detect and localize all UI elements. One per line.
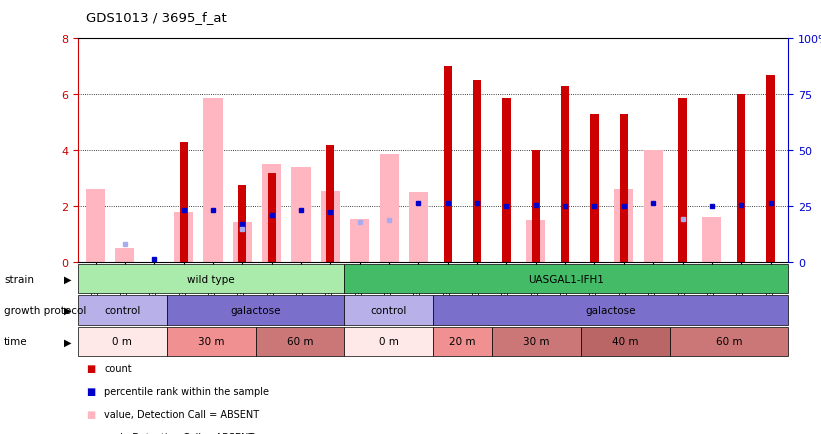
Bar [379,155,399,263]
Text: ■: ■ [86,363,95,373]
Text: ■: ■ [86,386,95,396]
Bar [678,99,686,263]
Text: 0 m: 0 m [112,337,132,346]
Bar [443,67,452,263]
Text: ■: ■ [86,409,95,419]
Bar [526,220,545,263]
Text: 30 m: 30 m [198,337,224,346]
Bar [737,95,745,263]
Text: galactose: galactose [585,306,636,315]
Bar [233,222,252,263]
Text: ▶: ▶ [64,274,71,284]
Text: wild type: wild type [187,274,235,284]
Bar [238,186,246,263]
Text: growth protocol: growth protocol [4,306,86,315]
Text: UASGAL1-IFH1: UASGAL1-IFH1 [528,274,604,284]
Bar [561,86,569,263]
Bar [174,212,193,263]
Text: galactose: galactose [230,306,281,315]
Bar [326,145,334,263]
Text: 60 m: 60 m [287,337,313,346]
Bar [116,249,135,263]
Bar [502,99,511,263]
Bar [204,99,222,263]
Text: rank, Detection Call = ABSENT: rank, Detection Call = ABSENT [104,432,255,434]
Text: 60 m: 60 m [716,337,742,346]
Bar [86,190,105,263]
Bar [620,115,628,263]
Bar [590,115,599,263]
Text: control: control [370,306,407,315]
Text: 40 m: 40 m [612,337,639,346]
Bar [262,165,282,263]
Bar [321,191,340,263]
Text: ▶: ▶ [64,337,71,346]
Text: value, Detection Call = ABSENT: value, Detection Call = ABSENT [104,409,259,419]
Bar [268,173,276,263]
Bar [767,76,775,263]
Text: control: control [104,306,140,315]
Bar [614,190,633,263]
Bar [351,219,369,263]
Bar [409,193,428,263]
Bar [702,218,722,263]
Text: ■: ■ [86,432,95,434]
Text: 0 m: 0 m [378,337,399,346]
Bar [291,168,310,263]
Text: 30 m: 30 m [524,337,550,346]
Bar [473,81,481,263]
Text: count: count [104,363,132,373]
Text: time: time [4,337,28,346]
Text: strain: strain [4,274,34,284]
Bar [644,151,663,263]
Bar [180,142,188,263]
Text: percentile rank within the sample: percentile rank within the sample [104,386,269,396]
Text: GDS1013 / 3695_f_at: GDS1013 / 3695_f_at [86,11,227,24]
Text: ▶: ▶ [64,306,71,315]
Text: 20 m: 20 m [449,337,476,346]
Bar [532,151,540,263]
